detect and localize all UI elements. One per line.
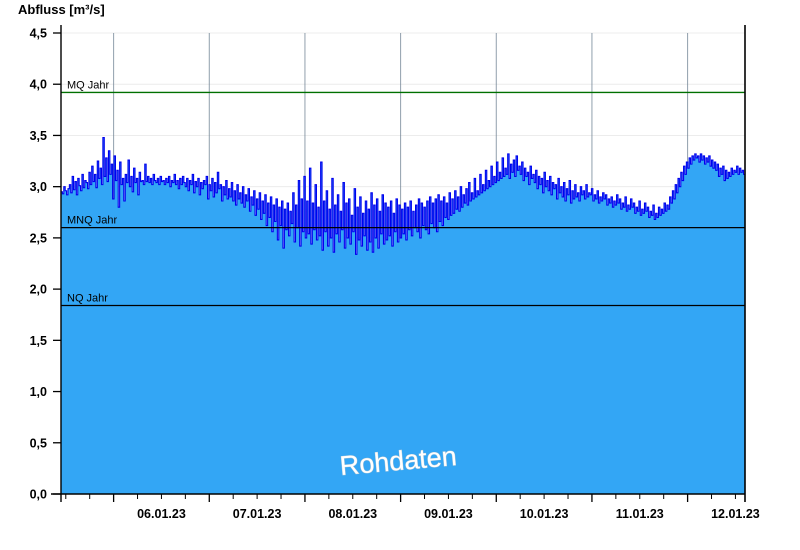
series-area-fill	[61, 137, 745, 495]
x-axis-ticks: 06.01.23 07.01.23 08.01.23 09.01.23 10.01.23…	[65, 494, 760, 521]
x-tick-label: 06.01.23	[137, 507, 186, 521]
y-tick-label: 2,0	[30, 283, 47, 297]
series-abfluss	[61, 136, 745, 495]
y-tick-label: 3,0	[30, 180, 47, 194]
x-tick-label: 12.01.23	[711, 507, 760, 521]
x-tick-label: 10.01.23	[520, 507, 569, 521]
reference-label-mnq: MNQ Jahr	[67, 215, 117, 227]
x-tick-label: 07.01.23	[233, 507, 282, 521]
series-stroke-line	[61, 136, 745, 255]
y-tick-label: 0,0	[30, 488, 47, 502]
reference-label-mq: MQ Jahr	[67, 79, 110, 91]
x-tick-label: 09.01.23	[424, 507, 473, 521]
x-tick-label: 08.01.23	[328, 507, 377, 521]
chart-axes	[51, 25, 746, 502]
y-tick-label: 2,5	[30, 231, 47, 245]
y-tick-label: 1,5	[30, 334, 47, 348]
reference-lines	[61, 91, 745, 307]
y-tick-label: 4,5	[30, 27, 47, 41]
y-tick-label: 3,5	[30, 129, 47, 143]
page-title: Abfluss [m³/s]	[18, 2, 105, 17]
y-tick-label: 4,0	[30, 78, 47, 92]
reference-label-nq: NQ Jahr	[67, 293, 108, 305]
y-axis-ticks: 0,0 0,5 1,0 1,5 2,0 2,5 3,0 3,5 4,0 4,5	[30, 27, 61, 502]
y-tick-label: 0,5	[30, 436, 47, 450]
reference-line-labels: MQ Jahr MNQ Jahr NQ Jahr	[67, 79, 117, 304]
y-tick-label: 1,0	[30, 385, 47, 399]
x-tick-label: 11.01.23	[616, 507, 664, 521]
